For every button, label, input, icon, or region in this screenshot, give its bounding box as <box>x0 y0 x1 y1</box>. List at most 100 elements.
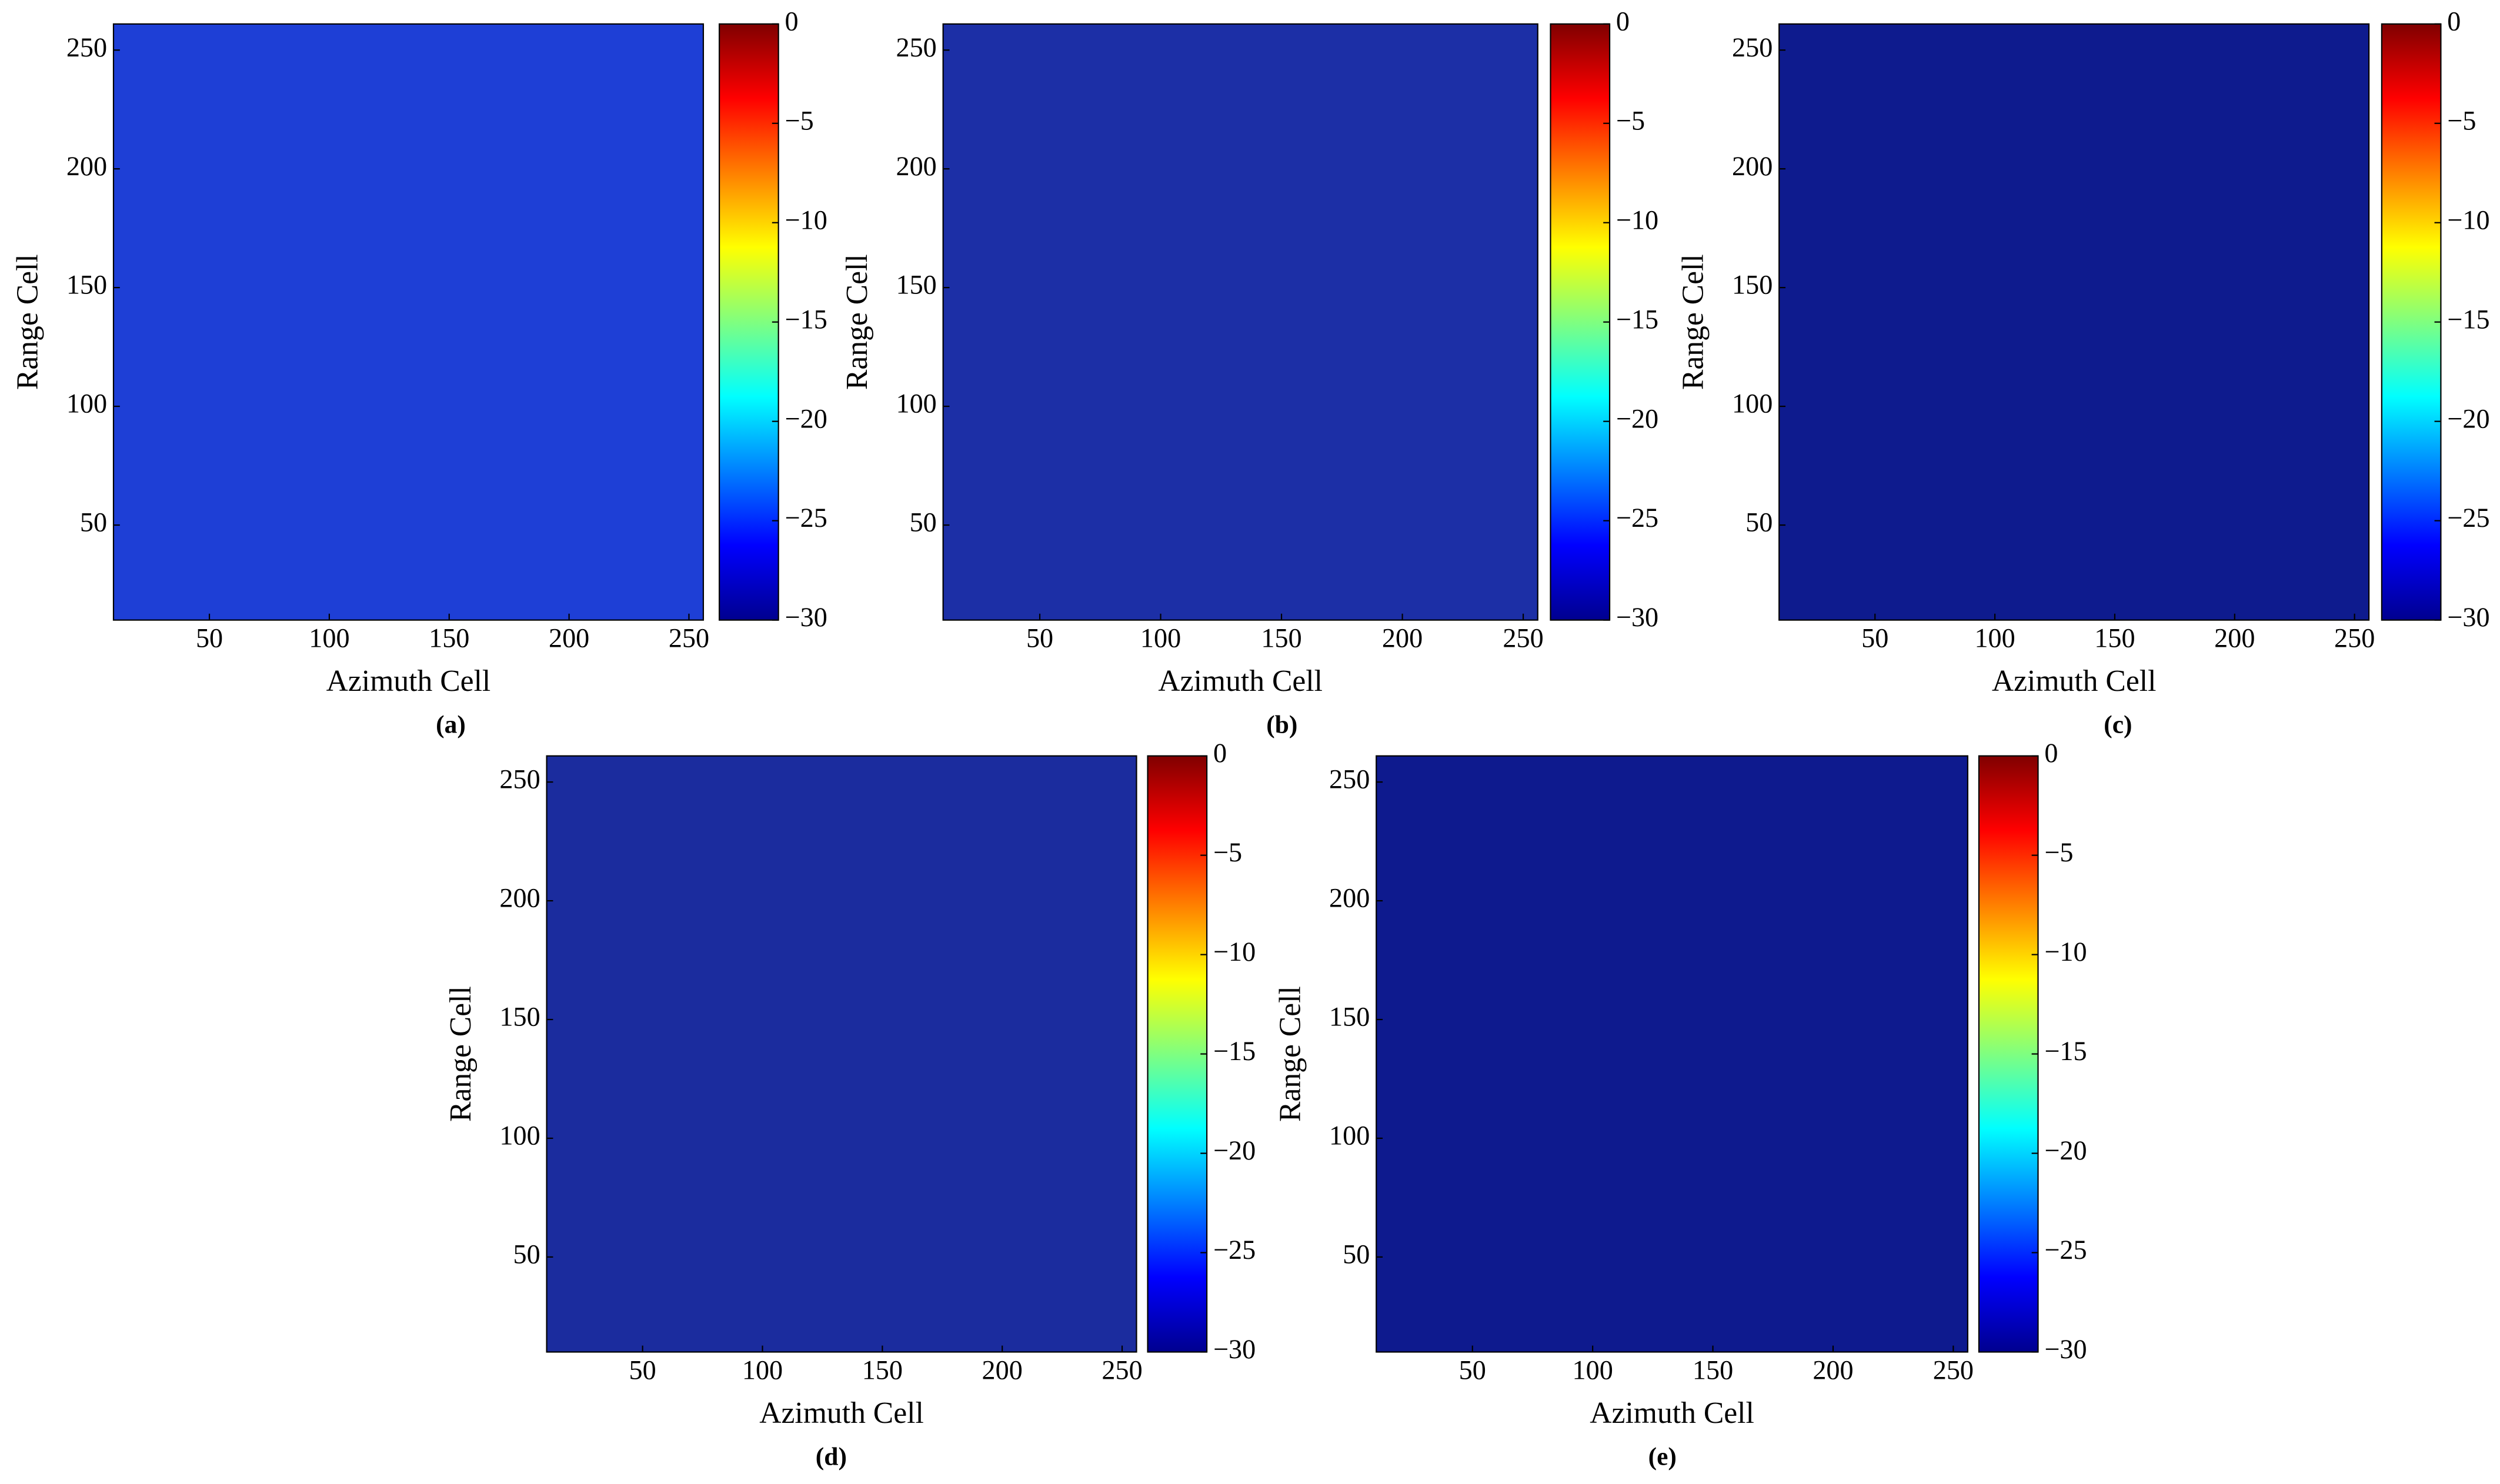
colorbar-tick-label: −10 <box>1616 205 1658 235</box>
colorbar-tick-label: 0 <box>1616 6 1630 36</box>
colorbar-tick-label: −15 <box>2447 304 2489 334</box>
colorbar-tick-label: −20 <box>785 403 827 433</box>
colorbar-tick-label: −30 <box>1213 1334 1256 1364</box>
y-tick-label: 250 <box>1732 32 1773 62</box>
x-axis-label: Azimuth Cell <box>1992 664 2157 698</box>
x-tick-label: 250 <box>1503 623 1543 653</box>
colorbar-tick-label: 0 <box>1213 738 1227 768</box>
x-tick-label: 250 <box>2334 623 2375 653</box>
colorbar <box>719 23 779 621</box>
y-tick-label: 50 <box>910 507 937 537</box>
colorbar-tick-label: −15 <box>2044 1036 2087 1066</box>
colorbar-tick-label: −20 <box>2044 1135 2087 1165</box>
x-axis-label: Azimuth Cell <box>759 1396 924 1430</box>
colorbar-tick-label: −25 <box>1213 1235 1256 1265</box>
colorbar-tick-label: −5 <box>1213 837 1242 867</box>
colorbar-tick-label: −5 <box>1616 105 1645 135</box>
x-tick-label: 250 <box>1933 1355 1974 1385</box>
y-tick-label: 150 <box>896 270 936 300</box>
heatmap-image <box>546 755 1137 1353</box>
colorbar-tick-label: −30 <box>2044 1334 2087 1364</box>
panel-caption: (e) <box>1648 1443 1677 1471</box>
colorbar-tick-label: −20 <box>1616 403 1658 433</box>
x-tick-label: 100 <box>1140 623 1181 653</box>
y-tick-label: 200 <box>896 151 936 181</box>
x-tick-label: 200 <box>1382 623 1423 653</box>
y-axis-label: Range Cell <box>444 986 478 1122</box>
colorbar-tick-label: −5 <box>2044 837 2073 867</box>
colorbar-tick-label: −15 <box>1616 304 1658 334</box>
x-tick-label: 100 <box>1573 1355 1613 1385</box>
y-tick-label: 50 <box>80 507 107 537</box>
x-tick-label: 150 <box>429 623 469 653</box>
x-tick-label: 50 <box>1026 623 1053 653</box>
x-tick-label: 50 <box>629 1355 656 1385</box>
y-tick-label: 200 <box>1329 883 1370 913</box>
x-axis-label: Azimuth Cell <box>326 664 491 698</box>
y-tick-label: 250 <box>499 764 540 794</box>
x-tick-label: 50 <box>1459 1355 1486 1385</box>
y-tick-label: 100 <box>896 389 936 419</box>
y-tick-label: 150 <box>66 270 107 300</box>
y-tick-label: 200 <box>1732 151 1773 181</box>
colorbar-tick-label: −30 <box>785 602 827 632</box>
y-tick-label: 250 <box>1329 764 1370 794</box>
panel-caption: (a) <box>436 711 466 739</box>
y-tick-label: 150 <box>499 1002 540 1032</box>
colorbar-tick-label: 0 <box>785 6 799 36</box>
x-tick-label: 250 <box>1102 1355 1142 1385</box>
x-tick-label: 50 <box>1861 623 1888 653</box>
colorbar-tick-label: −25 <box>2447 503 2489 533</box>
y-tick-label: 150 <box>1329 1002 1370 1032</box>
x-tick-label: 100 <box>1974 623 2015 653</box>
colorbar-tick-label: −15 <box>785 304 827 334</box>
colorbar-tick-label: −10 <box>2044 937 2087 967</box>
x-tick-label: 150 <box>1693 1355 1733 1385</box>
colorbar-tick-label: −25 <box>1616 503 1658 533</box>
colorbar-tick-label: −20 <box>2447 403 2489 433</box>
heatmap-image <box>942 23 1538 621</box>
x-axis-label: Azimuth Cell <box>1158 664 1323 698</box>
colorbar <box>1978 755 2039 1353</box>
colorbar-tick-label: −10 <box>2447 205 2489 235</box>
heatmap-image <box>112 23 705 621</box>
x-tick-label: 100 <box>742 1355 783 1385</box>
colorbar-tick-label: −25 <box>785 503 827 533</box>
x-tick-label: 150 <box>862 1355 903 1385</box>
colorbar-tick-label: −10 <box>1213 937 1256 967</box>
y-tick-label: 100 <box>66 389 107 419</box>
colorbar-tick-label: −5 <box>2447 105 2476 135</box>
colorbar-tick-label: 0 <box>2044 738 2058 768</box>
x-tick-label: 50 <box>196 623 223 653</box>
x-tick-label: 200 <box>982 1355 1023 1385</box>
colorbar <box>2381 23 2442 621</box>
colorbar-tick-label: −15 <box>1213 1036 1256 1066</box>
colorbar <box>1550 23 1611 621</box>
colorbar <box>1147 755 1208 1353</box>
colorbar-tick-label: −10 <box>785 205 827 235</box>
x-tick-label: 150 <box>2094 623 2135 653</box>
x-tick-label: 250 <box>669 623 709 653</box>
x-tick-label: 200 <box>1813 1355 1853 1385</box>
y-axis-label: Range Cell <box>1274 986 1307 1122</box>
heatmap-image <box>1376 755 1968 1353</box>
panel-caption: (d) <box>816 1443 847 1471</box>
y-tick-label: 100 <box>1732 389 1773 419</box>
heatmap-image <box>1778 23 2370 621</box>
x-axis-label: Azimuth Cell <box>1590 1396 1754 1430</box>
x-tick-label: 150 <box>1261 623 1301 653</box>
colorbar-tick-label: −30 <box>1616 602 1658 632</box>
y-tick-label: 50 <box>1343 1239 1370 1269</box>
colorbar-tick-label: −30 <box>2447 602 2489 632</box>
x-tick-label: 200 <box>549 623 589 653</box>
y-tick-label: 100 <box>1329 1121 1370 1151</box>
y-tick-label: 250 <box>896 32 936 62</box>
x-tick-label: 200 <box>2214 623 2255 653</box>
y-axis-label: Range Cell <box>11 254 44 390</box>
colorbar-tick-label: 0 <box>2447 6 2461 36</box>
colorbar-tick-label: −25 <box>2044 1235 2087 1265</box>
y-axis-label: Range Cell <box>840 254 874 390</box>
y-axis-label: Range Cell <box>1677 254 1710 390</box>
y-tick-label: 50 <box>1745 507 1773 537</box>
